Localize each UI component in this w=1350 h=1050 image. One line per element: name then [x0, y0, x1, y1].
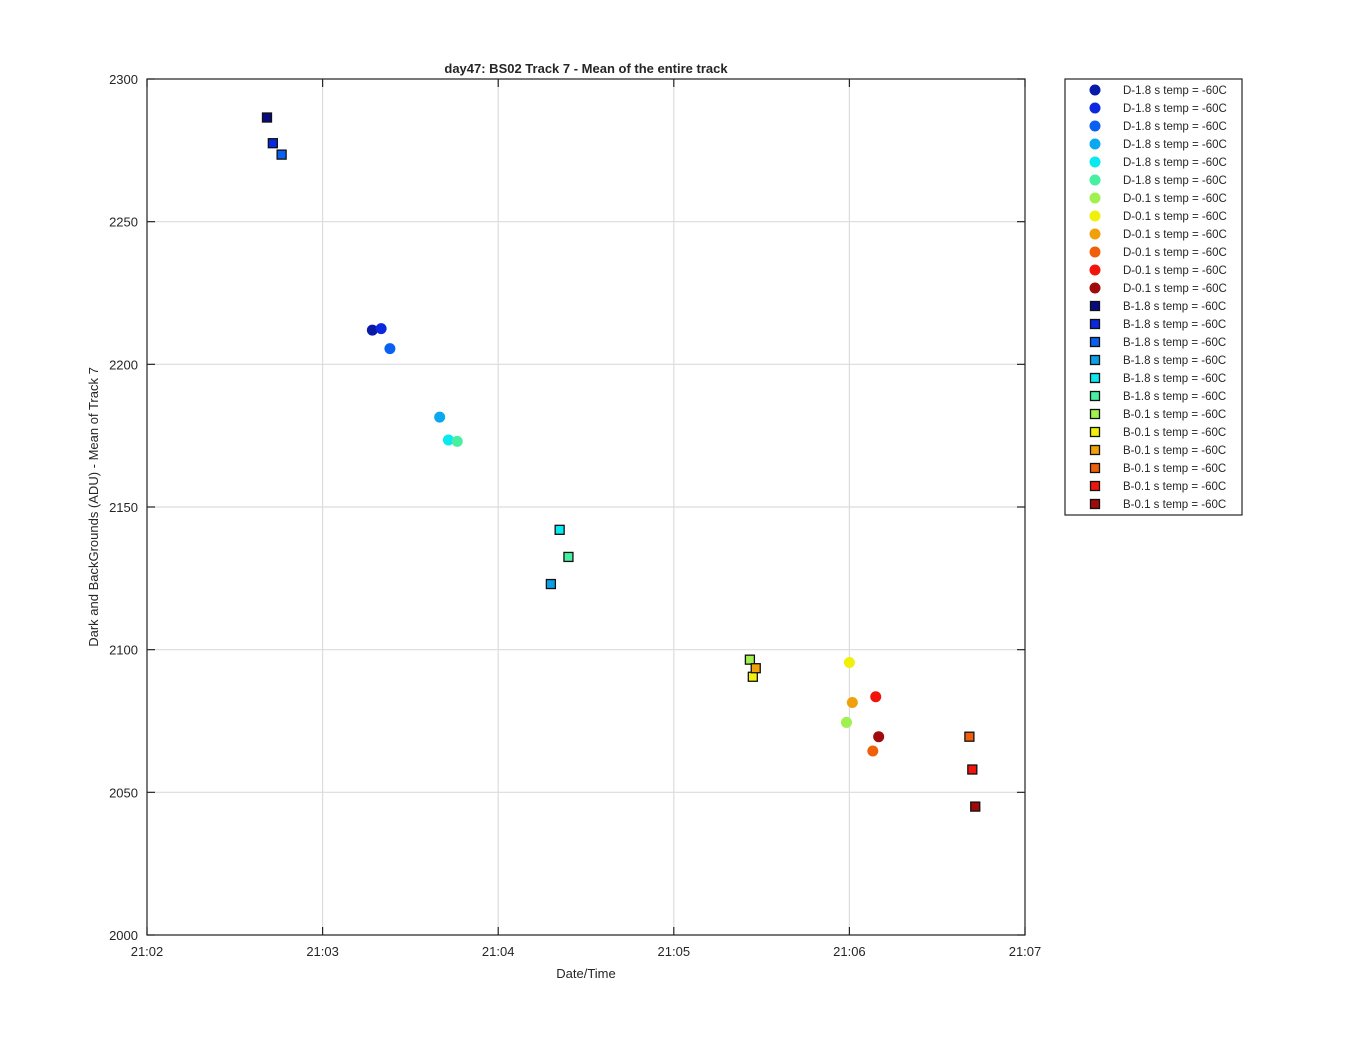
- legend-label: B-0.1 s temp = -60C: [1123, 499, 1226, 511]
- data-point-square: [276, 149, 287, 160]
- data-point-square: [750, 663, 761, 674]
- legend-marker: [1089, 300, 1101, 312]
- data-point-circle: [843, 657, 855, 669]
- legend-label: B-1.8 s temp = -60C: [1123, 373, 1226, 385]
- legend-marker: [1089, 210, 1101, 222]
- data-point-circle: [384, 343, 396, 355]
- legend-marker: [1089, 498, 1101, 510]
- data-points: [261, 112, 981, 812]
- legend-marker: [1089, 282, 1101, 294]
- data-point-square: [967, 764, 978, 775]
- data-point-square: [545, 578, 557, 590]
- legend-marker: [1089, 462, 1101, 474]
- legend-label: D-0.1 s temp = -60C: [1123, 229, 1227, 241]
- legend-label: D-1.8 s temp = -60C: [1123, 103, 1227, 115]
- legend-label: B-0.1 s temp = -60C: [1123, 409, 1226, 421]
- legend-marker: [1089, 318, 1101, 330]
- y-tick-label: 2200: [109, 357, 138, 372]
- legend-label: B-1.8 s temp = -60C: [1123, 355, 1226, 367]
- legend-marker: [1089, 156, 1101, 168]
- x-axis: 21:02 21:03 21:04 21:05 21:06 21:07: [131, 79, 1042, 959]
- legend-marker: [1089, 336, 1101, 348]
- data-point-circle: [451, 435, 463, 447]
- y-tick-label: 2250: [109, 215, 138, 230]
- data-point-square: [970, 801, 981, 812]
- y-tick-label: 2050: [109, 785, 138, 800]
- y-tick-label: 2000: [109, 928, 138, 943]
- legend-marker: [1089, 228, 1101, 240]
- legend-label: D-0.1 s temp = -60C: [1123, 265, 1227, 277]
- data-point-circle: [375, 323, 387, 335]
- legend-label: D-1.8 s temp = -60C: [1123, 121, 1227, 133]
- legend-marker: [1089, 84, 1101, 96]
- legend-marker: [1089, 408, 1101, 420]
- data-point-circle: [366, 324, 378, 336]
- legend-marker: [1089, 372, 1101, 384]
- data-point-square: [554, 524, 565, 535]
- legend-marker: [1089, 246, 1101, 258]
- legend-label: D-0.1 s temp = -60C: [1123, 247, 1227, 259]
- legend-marker: [1089, 390, 1101, 402]
- x-tick-label: 21:06: [833, 944, 866, 959]
- data-point-square: [563, 551, 574, 563]
- x-axis-label: Date/Time: [556, 966, 615, 981]
- legend-box: [1064, 78, 1243, 516]
- legend-marker: [1089, 102, 1101, 114]
- data-point-square: [261, 112, 273, 123]
- legend-marker: [1089, 174, 1101, 186]
- legend-label: D-0.1 s temp = -60C: [1123, 211, 1227, 223]
- legend-marker: [1089, 354, 1101, 366]
- chart-title: day47: BS02 Track 7 - Mean of the entire…: [444, 61, 728, 76]
- legend-label: D-1.8 s temp = -60C: [1123, 175, 1227, 187]
- legend-marker: [1089, 426, 1101, 438]
- data-point-square: [267, 138, 278, 149]
- data-point-circle: [873, 731, 885, 743]
- legend-label: B-0.1 s temp = -60C: [1123, 445, 1226, 457]
- y-axis: 2000 2050 2100 2150 2200 2250 2300: [109, 72, 1025, 943]
- data-point-circle: [867, 745, 879, 757]
- legend-label: B-1.8 s temp = -60C: [1123, 391, 1226, 403]
- legend-label: D-0.1 s temp = -60C: [1123, 193, 1227, 205]
- legend-marker: [1089, 138, 1101, 150]
- x-tick-label: 21:07: [1009, 944, 1042, 959]
- data-point-square: [747, 671, 758, 682]
- y-tick-label: 2300: [109, 72, 138, 87]
- legend-marker: [1089, 120, 1101, 132]
- legend-label: D-1.8 s temp = -60C: [1123, 139, 1227, 151]
- legend-label: D-0.1 s temp = -60C: [1123, 283, 1227, 295]
- data-point-circle: [434, 411, 446, 423]
- y-axis-label: Dark and BackGrounds (ADU) - Mean of Tra…: [86, 367, 101, 647]
- legend-label: B-1.8 s temp = -60C: [1123, 301, 1226, 313]
- y-tick-label: 2100: [109, 643, 138, 658]
- data-point-square: [744, 654, 756, 665]
- data-point-circle: [870, 691, 882, 703]
- legend-label: D-1.8 s temp = -60C: [1123, 85, 1227, 97]
- y-tick-label: 2150: [109, 500, 138, 515]
- legend-marker: [1089, 480, 1101, 492]
- x-tick-label: 21:05: [658, 944, 691, 959]
- legend: D-1.8 s temp = -60C D-1.8 s temp = -60C D-…: [1064, 78, 1243, 516]
- grid-lines: [146, 78, 1026, 936]
- legend-label: D-1.8 s temp = -60C: [1123, 157, 1227, 169]
- data-point-circle: [840, 716, 852, 728]
- legend-label: B-1.8 s temp = -60C: [1123, 319, 1226, 331]
- legend-marker: [1089, 264, 1101, 276]
- legend-label: B-0.1 s temp = -60C: [1123, 427, 1226, 439]
- legend-label: B-0.1 s temp = -60C: [1123, 481, 1226, 493]
- x-tick-label: 21:02: [131, 944, 164, 959]
- data-point-circle: [846, 696, 858, 708]
- data-point-circle: [442, 434, 454, 446]
- legend-marker: [1089, 192, 1101, 204]
- legend-label: B-0.1 s temp = -60C: [1123, 463, 1226, 475]
- legend-marker: [1089, 444, 1101, 456]
- legend-label: B-1.8 s temp = -60C: [1123, 337, 1226, 349]
- x-tick-label: 21:03: [306, 944, 339, 959]
- x-tick-label: 21:04: [482, 944, 515, 959]
- data-point-square: [964, 731, 975, 742]
